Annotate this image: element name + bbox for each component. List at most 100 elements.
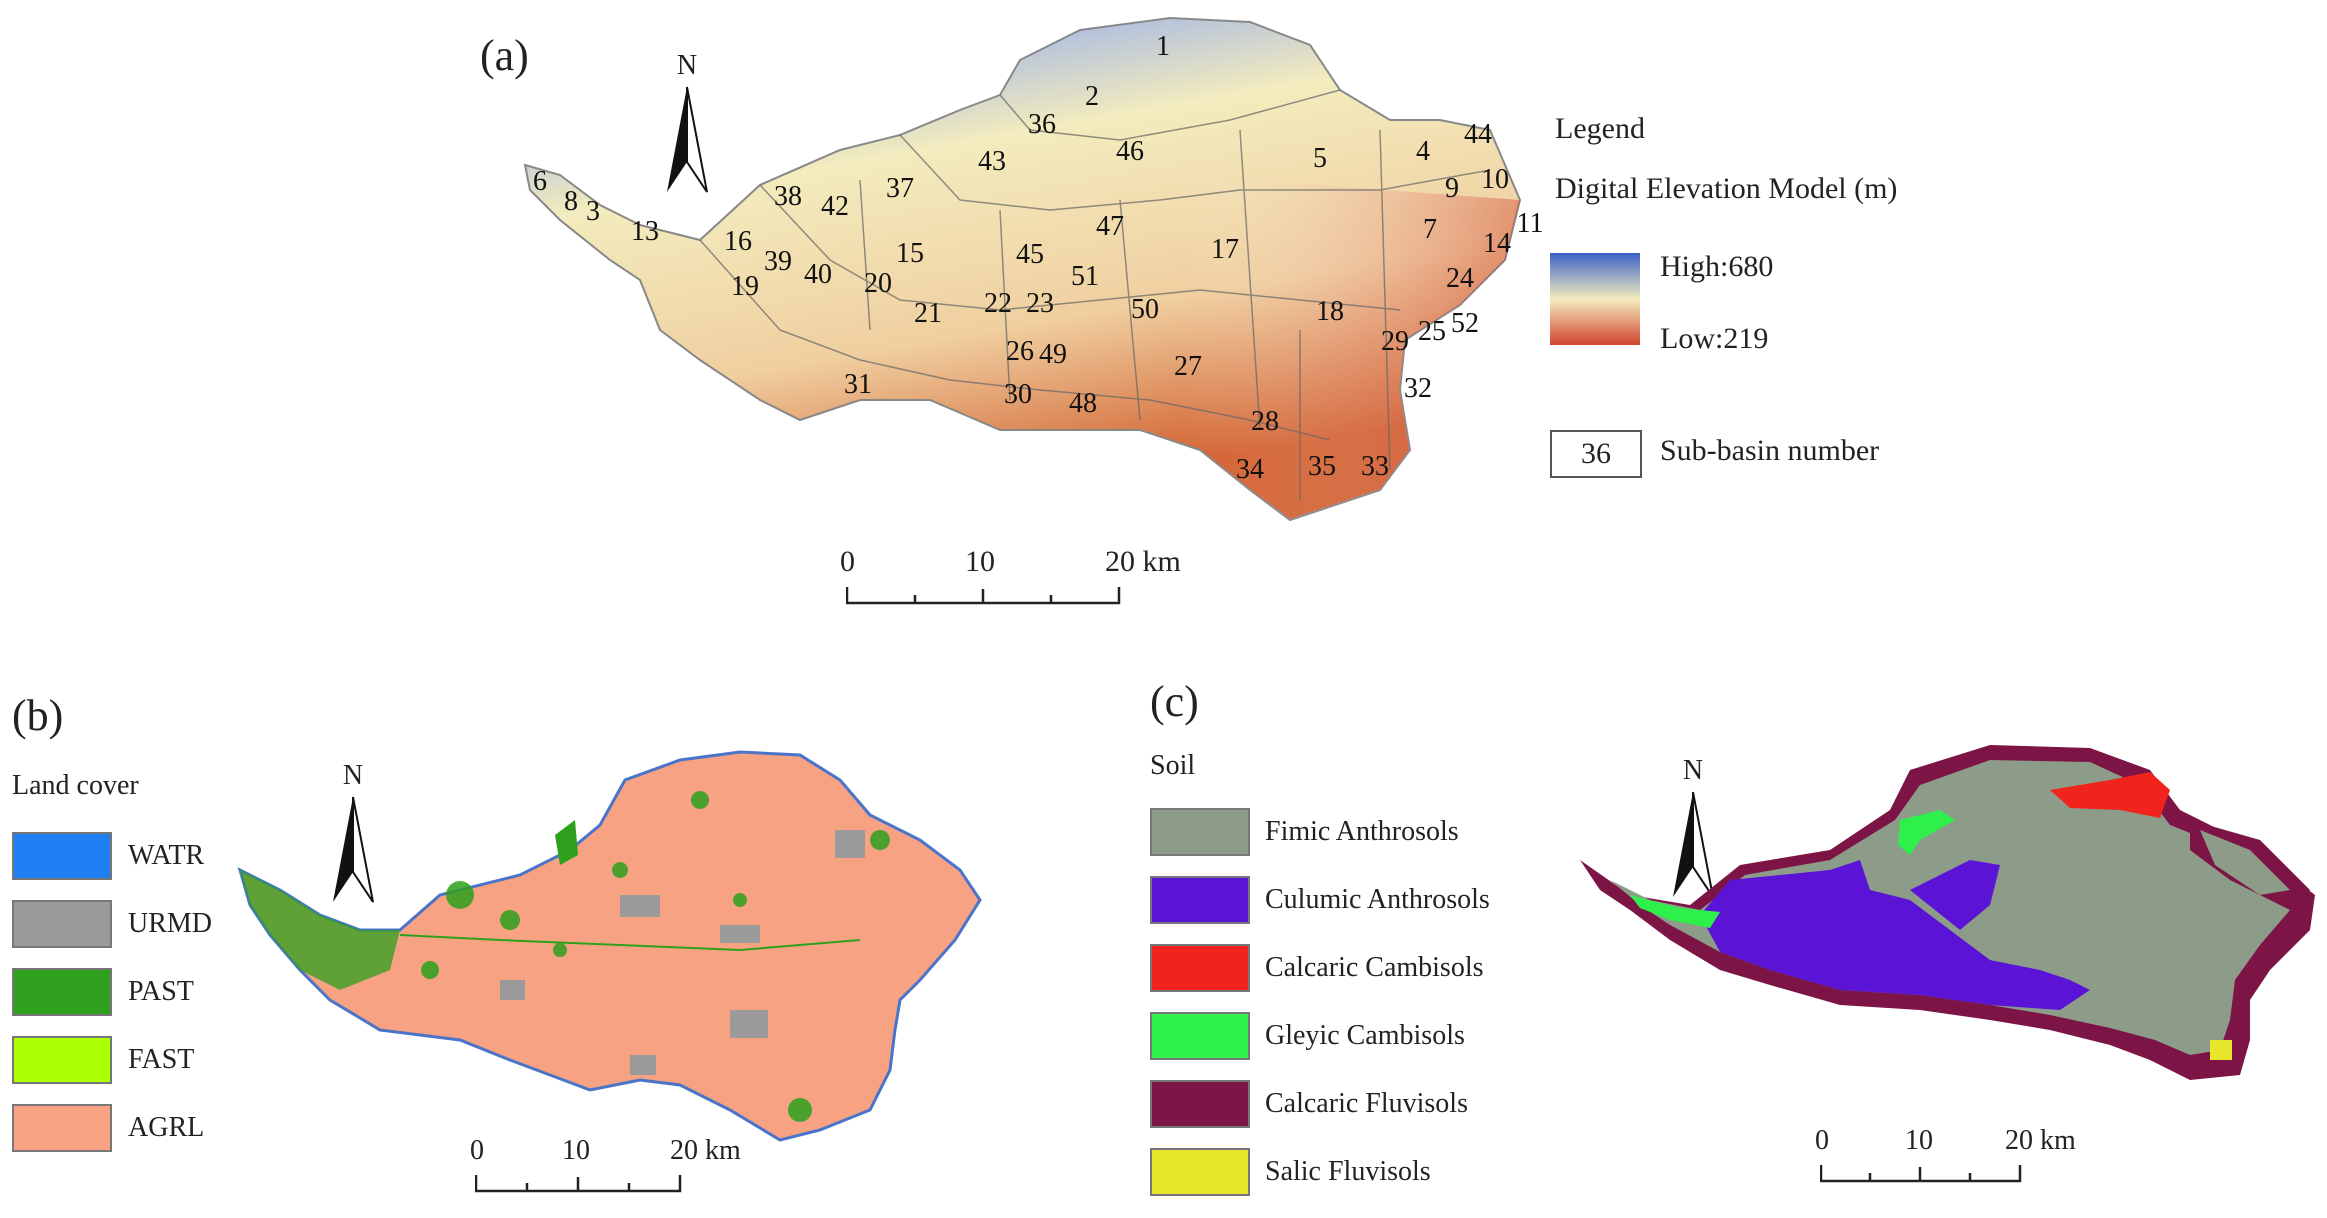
land-cover-swatch-fast bbox=[12, 1036, 112, 1084]
subbasin-legend-label: Sub-basin number bbox=[1660, 434, 1880, 467]
subbasin-sample-box: 36 bbox=[1550, 430, 1642, 478]
land-cover-legend-title: Land cover bbox=[12, 770, 139, 801]
subbasin-number-2: 2 bbox=[1085, 81, 1099, 112]
subbasin-number-35: 35 bbox=[1308, 451, 1336, 482]
subbasin-number-31: 31 bbox=[844, 369, 872, 400]
scale-tick-10: 10 bbox=[562, 1135, 590, 1166]
panel-c-label: (c) bbox=[1150, 677, 1199, 726]
soil-swatch-fimic-anthrosols bbox=[1150, 808, 1250, 856]
scale-tick-0: 0 bbox=[840, 545, 855, 578]
scale-tick-20: 20 km bbox=[2005, 1125, 2076, 1156]
subbasin-number-22: 22 bbox=[984, 288, 1012, 319]
soil-swatch-gleyic-cambisols bbox=[1150, 1012, 1250, 1060]
soil-swatch-calcaric-cambisols bbox=[1150, 944, 1250, 992]
land-cover-swatch-past bbox=[12, 968, 112, 1016]
north-letter: N bbox=[676, 50, 698, 81]
subbasin-number-49: 49 bbox=[1039, 339, 1067, 370]
subbasin-number-20: 20 bbox=[864, 268, 892, 299]
dem-high-label: High:680 bbox=[1660, 250, 1774, 283]
subbasin-number-6: 6 bbox=[533, 166, 547, 197]
subbasin-number-23: 23 bbox=[1026, 288, 1054, 319]
north-letter: N bbox=[1682, 755, 1704, 786]
scale-tick-20: 20 km bbox=[1105, 545, 1181, 578]
scale-tick-20: 20 km bbox=[670, 1135, 741, 1166]
subbasin-number-46: 46 bbox=[1116, 136, 1144, 167]
subbasin-number-42: 42 bbox=[821, 191, 849, 222]
scale-bar-line bbox=[1820, 1165, 2022, 1183]
north-arrow-icon bbox=[1673, 791, 1714, 898]
soil-label-gleyic-cambisols: Gleyic Cambisols bbox=[1265, 1020, 1465, 1051]
scale-tick-10: 10 bbox=[1905, 1125, 1933, 1156]
panel-b-land-cover-map bbox=[237, 750, 982, 1142]
subbasin-number-7: 7 bbox=[1423, 214, 1437, 245]
legend-title: Legend bbox=[1555, 112, 1645, 145]
soil-label-salic-fluvisols: Salic Fluvisols bbox=[1265, 1156, 1431, 1187]
dem-color-ramp bbox=[1550, 253, 1640, 345]
panel-a-scale-bar: 0 10 20 km bbox=[830, 545, 1181, 605]
subbasin-number-50: 50 bbox=[1131, 294, 1159, 325]
north-arrow-icon bbox=[333, 796, 374, 903]
soil-legend-title: Soil bbox=[1150, 750, 1196, 781]
subbasin-number-26: 26 bbox=[1006, 336, 1034, 367]
subbasin-number-51: 51 bbox=[1071, 261, 1099, 292]
soil-swatch-calcaric-fluvisols bbox=[1150, 1080, 1250, 1128]
land-cover-swatch-agrl bbox=[12, 1104, 112, 1152]
subbasin-number-37: 37 bbox=[886, 173, 914, 204]
soil-label-culumic-anthrosols: Culumic Anthrosols bbox=[1265, 884, 1490, 915]
scale-bar-line bbox=[475, 1175, 682, 1193]
land-cover-label-fast: FAST bbox=[128, 1044, 195, 1075]
scale-bar-line bbox=[846, 587, 1121, 605]
north-letter: N bbox=[342, 760, 364, 791]
subbasin-number-27: 27 bbox=[1174, 351, 1202, 382]
land-cover-swatch-urmd bbox=[12, 900, 112, 948]
subbasin-number-44: 44 bbox=[1464, 119, 1492, 150]
subbasin-number-3: 3 bbox=[586, 196, 600, 227]
subbasin-number-33: 33 bbox=[1361, 451, 1389, 482]
subbasin-number-5: 5 bbox=[1313, 143, 1327, 174]
subbasin-number-24: 24 bbox=[1446, 263, 1474, 294]
subbasin-number-32: 32 bbox=[1404, 373, 1432, 404]
subbasin-number-36: 36 bbox=[1028, 109, 1056, 140]
subbasin-number-18: 18 bbox=[1316, 296, 1344, 327]
subbasin-number-52: 52 bbox=[1451, 308, 1479, 339]
subbasin-number-39: 39 bbox=[764, 246, 792, 277]
subbasin-number-11: 11 bbox=[1517, 208, 1544, 239]
subbasin-number-28: 28 bbox=[1251, 406, 1279, 437]
subbasin-number-30: 30 bbox=[1004, 379, 1032, 410]
subbasin-number-15: 15 bbox=[896, 238, 924, 269]
dem-low-label: Low:219 bbox=[1660, 322, 1769, 355]
land-cover-label-urmd: URMD bbox=[128, 908, 213, 939]
basin-shape-b bbox=[237, 750, 982, 1142]
panel-c-scale-bar: 0 10 20 km bbox=[1805, 1125, 2076, 1185]
subbasin-number-4: 4 bbox=[1416, 136, 1430, 167]
subbasin-number-10: 10 bbox=[1481, 164, 1509, 195]
subbasin-number-19: 19 bbox=[731, 271, 759, 302]
north-arrow-icon bbox=[667, 86, 708, 193]
subbasin-number-34: 34 bbox=[1236, 454, 1264, 485]
panel-b-north-arrow: N bbox=[328, 760, 378, 917]
subbasin-number-47: 47 bbox=[1096, 211, 1124, 242]
panel-c-soil-map bbox=[1580, 745, 2315, 1080]
subbasin-number-9: 9 bbox=[1445, 173, 1459, 204]
soil-label-calcaric-cambisols: Calcaric Cambisols bbox=[1265, 952, 1484, 983]
scale-tick-0: 0 bbox=[1815, 1125, 1829, 1156]
soil-label-fimic-anthrosols: Fimic Anthrosols bbox=[1265, 816, 1459, 847]
subbasin-number-25: 25 bbox=[1418, 316, 1446, 347]
panel-a-label: (a) bbox=[480, 31, 529, 80]
subbasin-number-14: 14 bbox=[1483, 228, 1511, 259]
soil-swatch-culumic-anthrosols bbox=[1150, 876, 1250, 924]
subbasin-number-45: 45 bbox=[1016, 239, 1044, 270]
subbasin-number-13: 13 bbox=[631, 216, 659, 247]
subbasin-number-40: 40 bbox=[804, 259, 832, 290]
subbasin-number-29: 29 bbox=[1381, 326, 1409, 357]
subbasin-number-17: 17 bbox=[1211, 234, 1239, 265]
soil-label-calcaric-fluvisols: Calcaric Fluvisols bbox=[1265, 1088, 1468, 1119]
subbasin-number-48: 48 bbox=[1069, 388, 1097, 419]
subbasin-number-8: 8 bbox=[564, 186, 578, 217]
subbasin-number-38: 38 bbox=[774, 181, 802, 212]
soil-swatch-salic-fluvisols bbox=[1150, 1148, 1250, 1196]
scale-tick-10: 10 bbox=[965, 545, 995, 578]
subbasin-number-16: 16 bbox=[724, 226, 752, 257]
